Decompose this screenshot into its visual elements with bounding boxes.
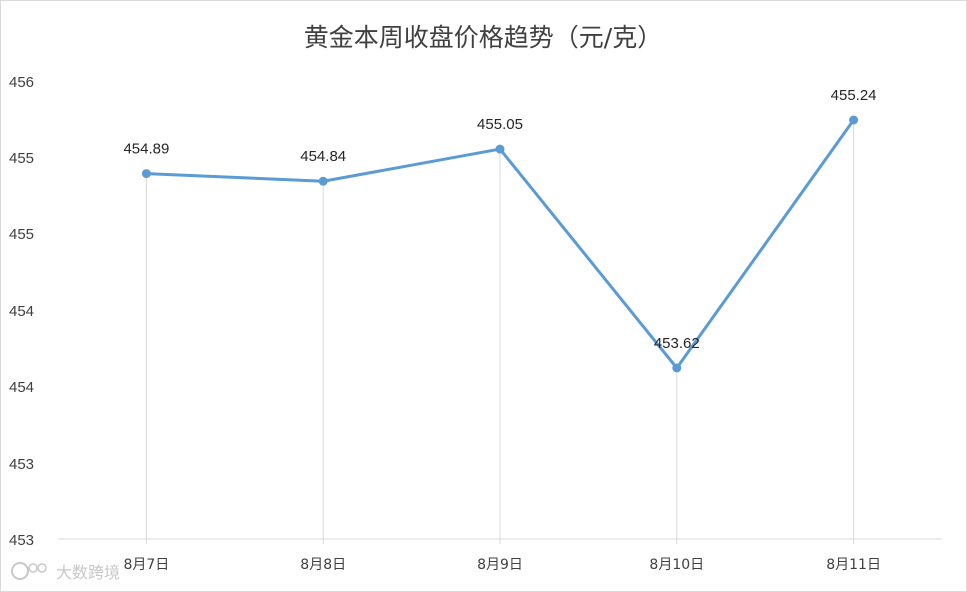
y-tick-label: 454 <box>9 303 34 320</box>
data-label: 455.05 <box>477 116 523 133</box>
x-axis-ticks: 8月7日 8月8日 8月9日 8月10日 8月11日 <box>123 539 881 573</box>
x-tick-label: 8月9日 <box>477 557 523 573</box>
drop-lines <box>145 120 855 539</box>
data-point <box>495 144 505 154</box>
y-tick-label: 453 <box>9 532 34 549</box>
data-point <box>318 176 328 186</box>
y-tick-label: 455 <box>9 226 34 243</box>
data-point <box>141 169 151 179</box>
x-tick-label: 8月7日 <box>123 557 169 573</box>
data-point <box>672 363 682 373</box>
series-group <box>141 115 859 373</box>
chart-title: 黄金本周收盘价格趋势（元/克） <box>304 23 662 52</box>
watermark-logo-icon <box>11 562 47 580</box>
y-tick-label: 455 <box>9 150 34 167</box>
x-tick-label: 8月11日 <box>826 557 881 573</box>
data-point <box>849 115 859 125</box>
data-label: 454.84 <box>300 148 346 165</box>
x-tick-label: 8月10日 <box>649 557 704 573</box>
y-tick-label: 453 <box>9 456 34 473</box>
x-tick-label: 8月8日 <box>300 557 346 573</box>
watermark-text: 大数跨境 <box>56 563 120 582</box>
data-label: 455.24 <box>831 87 877 104</box>
data-label: 453.62 <box>654 335 700 352</box>
y-axis-ticks: 453 453 454 454 455 455 456 <box>9 74 34 549</box>
y-tick-label: 456 <box>9 74 34 91</box>
data-label: 454.89 <box>123 141 169 158</box>
watermark: 大数跨境 <box>11 562 120 582</box>
data-labels: 454.89 454.84 455.05 453.62 455.24 <box>123 87 876 352</box>
y-tick-label: 454 <box>9 379 34 396</box>
